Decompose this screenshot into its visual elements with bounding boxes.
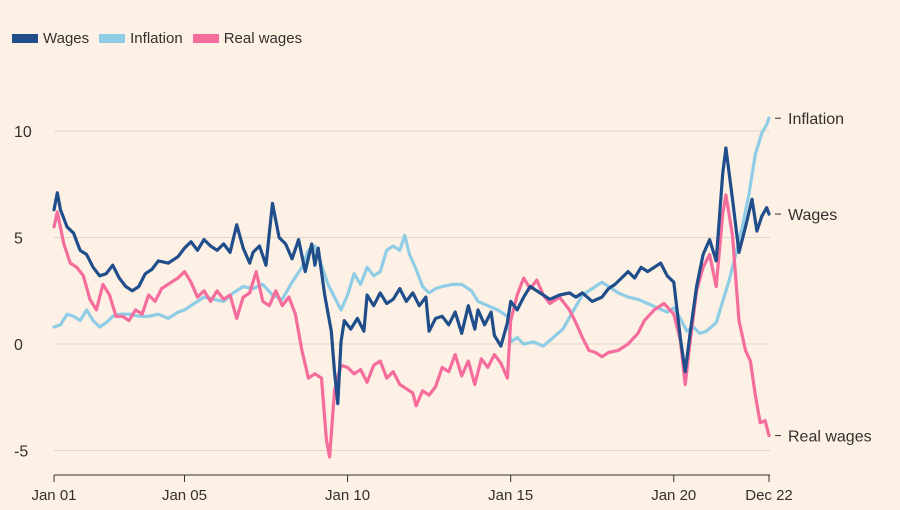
legend-item-inflation: Inflation — [99, 30, 183, 47]
legend-label: Wages — [43, 30, 90, 47]
legend-item-wages: Wages — [12, 30, 89, 47]
end-label-inflation: Inflation — [788, 111, 844, 128]
legend: Wages Inflation Real wages — [12, 30, 302, 47]
x-tick-label: Jan 20 — [651, 487, 696, 504]
gridlines: 10 5 0 -5 — [14, 124, 770, 461]
y-tick-label: -5 — [14, 444, 28, 461]
legend-label: Inflation — [130, 30, 183, 47]
y-tick-label: 5 — [14, 231, 23, 248]
x-tick-label: Jan 15 — [488, 487, 533, 504]
legend-label: Real wages — [223, 30, 303, 47]
legend-swatch — [192, 34, 219, 43]
legend-item-real-wages: Real wages — [192, 30, 303, 47]
legend-swatch — [12, 34, 38, 43]
series-lines — [52, 116, 771, 459]
x-tick-label: Dec 22 — [745, 487, 793, 504]
y-tick-label: 0 — [14, 337, 23, 354]
legend-swatch — [99, 34, 126, 43]
y-tick-label: 10 — [14, 124, 32, 141]
end-label-real-wages: Real wages — [788, 429, 872, 446]
series-line-wages — [52, 146, 771, 406]
x-tick-label: Jan 01 — [31, 487, 76, 504]
end-label-wages: Wages — [788, 207, 837, 224]
series-line-inflation — [52, 116, 771, 348]
x-tick-label: Jan 05 — [162, 487, 207, 504]
labels: Wages Inflation Real wages — [775, 111, 872, 446]
x-tick-label: Jan 10 — [325, 487, 370, 504]
series-line-real-wages — [52, 193, 771, 459]
x-axis: Jan 01 Jan 05 Jan 10 Jan 15 Jan 20 Dec 22 — [31, 474, 793, 504]
